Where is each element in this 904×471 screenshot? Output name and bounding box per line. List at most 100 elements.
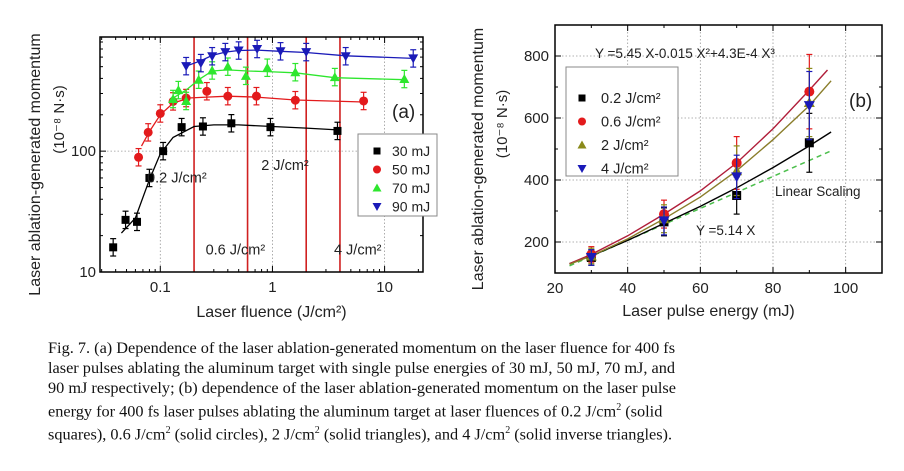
legend-marker [373,165,381,174]
y-axis-units: (10⁻⁸ N·s) [494,90,511,158]
legend-box [357,133,438,217]
data-point [121,215,130,224]
y-tick-label: 100 [71,143,96,160]
legend-label: 2 J/cm² [601,138,649,154]
data-point [329,72,340,82]
fit-curve [569,69,829,265]
data-point [408,54,419,64]
data-point [207,52,218,62]
caption-text: Fig. 7. (a) Dependence of the laser abla… [48,338,676,357]
legend-marker [577,140,587,149]
x-tick-label: 100 [833,280,858,297]
data-point [133,217,142,226]
y-axis-label: Laser ablation-generated momentum [470,28,487,290]
caption-superscript: 2 [505,425,511,437]
data-point [134,152,144,162]
fluence-marker-label: 2 J/cm² [261,158,309,174]
legend-label: 0.6 J/cm² [601,115,661,131]
data-point [262,62,273,72]
legend-marker [372,183,382,192]
x-tick-label: 0.1 [150,279,171,296]
fit-line [185,49,414,67]
legend-label: 90 mJ [392,199,430,215]
legend-marker [577,165,587,173]
legend-label: 4 J/cm² [601,162,649,178]
fluence-marker-label: 0.2 J/cm² [147,171,207,187]
data-point [195,59,206,69]
x-tick-label: 40 [619,280,636,297]
data-point [290,67,301,77]
legend-label: 0.2 J/cm² [601,91,661,107]
data-point [266,123,275,132]
fit-line [120,124,338,234]
data-point [731,172,743,183]
y-axis-units: (10⁻⁸ N·s) [51,85,68,153]
data-point [177,123,186,132]
caption-line: squares), 0.6 J/cm 2 (solid circles), 2 J… [48,421,888,444]
y-tick-label: 10 [79,264,96,281]
x-tick-label: 80 [765,280,782,297]
data-point [585,253,597,263]
fit-curve [569,80,832,265]
y-tick-label: 600 [524,110,549,127]
caption-line: 90 mJ respectively; (b) dependence of th… [48,378,888,398]
fit-line [140,95,364,147]
fit-line [172,69,405,99]
caption-line: energy for 400 fs laser pulses ablating … [48,398,888,421]
data-point [143,127,153,137]
series-30-mJ [109,114,342,257]
data-point [333,126,342,135]
panel-a: 0.2 J/cm² 0.6 J/cm² 2 J/cm² 4 J/cm² 0.1 1 10 10… [27,33,438,321]
fit-equation-label: Y =5.45 X-0.015 X²+4.3E-4 X³ [595,46,775,61]
data-point [227,119,236,128]
legend-marker [578,94,586,102]
plot-frame [554,24,883,274]
legend: 30 mJ 50 mJ 70 mJ 90 mJ [357,133,438,217]
data-point [251,91,261,101]
x-tick-label: 10 [376,279,393,296]
data-point [252,45,263,55]
caption-text: energy for 400 fs laser pulses ablating … [48,401,617,421]
data-point [159,147,168,156]
data-point [220,48,231,58]
y-tick-label: 400 [524,172,549,189]
data-point [223,91,233,101]
data-point [803,101,815,112]
y-axis-label: Laser ablation-generated momentum [27,33,44,295]
x-tick-label: 20 [547,280,564,297]
caption-line: laser pulses ablating the aluminum targe… [48,358,888,378]
data-point [804,138,814,148]
data-point [181,95,192,105]
data-point [340,52,351,62]
caption-text: (solid triangles), and 4 J/cm [319,424,506,444]
data-point [233,46,244,56]
panel-b: 20 40 60 80 100 200 400 600 800 Laser pulse energ… [470,24,883,320]
data-point [275,47,286,57]
data-point [207,65,218,75]
caption-text: squares), 0.6 J/cm [48,424,166,444]
data-point [359,96,369,106]
legend-marker [373,147,381,155]
legend-label: 30 mJ [392,143,430,159]
figure: 0.2 J/cm² 0.6 J/cm² 2 J/cm² 4 J/cm² 0.1 1 10 10… [27,24,883,321]
data-point [658,216,670,227]
caption-text: (solid [621,401,663,421]
data-point [240,70,251,80]
panel-label: (b) [849,91,872,112]
caption-text: laser pulses ablating the aluminum targe… [48,358,676,377]
data-point [198,122,207,131]
data-point [290,95,300,105]
caption-text: (solid circles), 2 J/cm [170,424,315,444]
data-point [301,48,312,58]
linear-scaling-label: Linear Scaling [775,184,861,199]
caption-text: 90 mJ respectively; (b) dependence of th… [48,378,676,397]
data-point [222,61,233,71]
data-point [168,94,179,104]
linear-equation-label: Y =5.14 X [696,223,755,238]
legend-marker [578,117,586,126]
legend-label: 50 mJ [392,162,430,178]
y-tick-label: 200 [524,234,549,251]
x-tick-label: 1 [268,279,276,296]
figure-caption: Fig. 7. (a) Dependence of the laser abla… [48,338,888,445]
x-axis-label: Laser fluence (J/cm²) [196,304,346,321]
